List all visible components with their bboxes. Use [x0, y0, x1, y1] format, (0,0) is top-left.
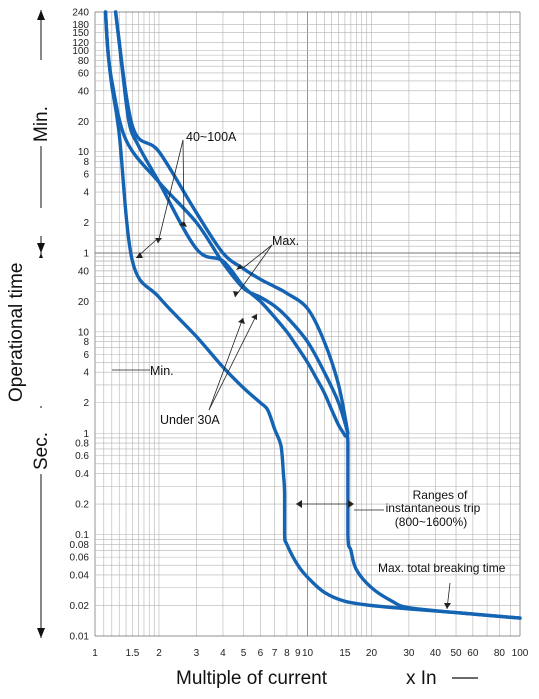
y-tick-label-min: 6: [83, 170, 89, 181]
y-tick-label-min: 100: [72, 46, 89, 57]
y-tick-label-min: 180: [72, 20, 89, 31]
y-tick-label-min: 8: [83, 157, 89, 168]
y-tick-label-sec: 0.4: [75, 469, 89, 480]
y-unit-sec: Sec.: [31, 432, 52, 470]
y-tick-label-min: 120: [72, 38, 89, 49]
y-axis-title: Operational time: [6, 263, 27, 402]
y-tick-label-min: 2: [83, 218, 89, 229]
y-tick-label-sec: 0.6: [75, 451, 89, 462]
x-tick-label: 15: [339, 648, 351, 659]
y-tick-label-sec: 0.02: [70, 601, 90, 612]
x-tick-label: 1.5: [125, 648, 139, 659]
annotation-arrowheads: [136, 221, 451, 609]
y-tick-label-sec: 1: [83, 429, 89, 440]
x-tick-label: 20: [366, 648, 378, 659]
ylabel-bg: [28, 258, 54, 406]
y-tick-label-min: 20: [78, 117, 90, 128]
y-axis-top-arrow: [37, 10, 45, 20]
x-axis-title: Multiple of current: [176, 668, 328, 689]
x-tick-label: 6: [258, 648, 264, 659]
annotation-40-100a: 40~100A: [186, 130, 237, 144]
annotation-max: Max.: [272, 234, 299, 248]
y-tick-label-sec: 2: [83, 398, 89, 409]
y-tick-label-sec: 8: [83, 337, 89, 348]
tick-labels: 1 1.5 2 3 4 5 6 7 8 9 10 15 20 30 40 50 60 80 100240180150…: [70, 8, 529, 660]
annotation-ranges-line1: Ranges of: [413, 488, 468, 502]
x-tick-label: 4: [220, 648, 226, 659]
x-tick-label: 2: [156, 648, 162, 659]
curves: [103, 10, 522, 620]
x-tick-label: 1: [92, 648, 98, 659]
y-tick-label-sec: 40: [78, 266, 90, 277]
y-tick-label-min: 10: [78, 147, 90, 158]
y-tick-label-sec: 0.06: [70, 553, 90, 564]
annotation-max-total-breaking-time: Max. total breaking time: [378, 561, 506, 575]
y-tick-label-min: 80: [78, 56, 90, 67]
x-tick-label: 9: [295, 648, 301, 659]
y-tick-label-sec: 4: [83, 368, 89, 379]
annotation-min: Min.: [150, 364, 174, 378]
x-axis-unit: x In: [406, 668, 437, 689]
x-tick-label: 3: [194, 648, 200, 659]
y-tick-label-sec: 0.2: [75, 500, 89, 511]
y-axis-divider-down-arrow: [37, 243, 45, 253]
x-tick-label: 7: [272, 648, 278, 659]
ylabel-arrow-bg: [28, 208, 54, 236]
y-tick-label-sec: 0.8: [75, 439, 89, 450]
x-tick-label: 100: [512, 648, 529, 659]
curve-min: [103, 10, 522, 620]
annotation-ranges-line2: instantaneous trip: [386, 501, 481, 515]
grid: [94, 11, 521, 637]
x-tick-label: 40: [430, 648, 442, 659]
x-tick-label: 60: [467, 648, 479, 659]
y-tick-label-min: 4: [83, 188, 89, 199]
y-tick-label-sec: 20: [78, 297, 90, 308]
y-tick-label-sec: 6: [83, 350, 89, 361]
y-tick-label-min: 150: [72, 28, 89, 39]
x-tick-label: 10: [302, 648, 314, 659]
y-tick-label-sec: 0.04: [70, 570, 90, 581]
curve-max: [113, 10, 350, 435]
x-tick-label: 50: [450, 648, 462, 659]
curve-under-30a: [113, 10, 522, 620]
x-tick-label: 80: [494, 648, 506, 659]
y-tick-label-min: 1: [83, 249, 89, 260]
x-tick-label: 5: [241, 648, 247, 659]
y-tick-label-sec: 10: [78, 327, 90, 338]
sec-label-bg: [28, 408, 54, 474]
y-tick-label-min: 40: [78, 86, 90, 97]
y-tick-label-sec: 0.1: [75, 530, 89, 541]
y-tick-label-sec: 0.01: [70, 632, 90, 643]
y-tick-label-min: 60: [78, 68, 90, 79]
x-tick-label: 30: [403, 648, 415, 659]
y-unit-min: Min.: [31, 106, 52, 142]
x-tick-label: 8: [284, 648, 290, 659]
curve-40-100a: [103, 10, 350, 435]
annotation-under-30a: Under 30A: [160, 413, 220, 427]
y-tick-label-sec: 0.08: [70, 540, 90, 551]
y-axis-bottom-arrow: [37, 628, 45, 638]
y-tick-label-min: 240: [72, 8, 89, 19]
annotation-ranges-line3: (800~1600%): [395, 515, 467, 529]
min-label-bg: [28, 60, 54, 146]
